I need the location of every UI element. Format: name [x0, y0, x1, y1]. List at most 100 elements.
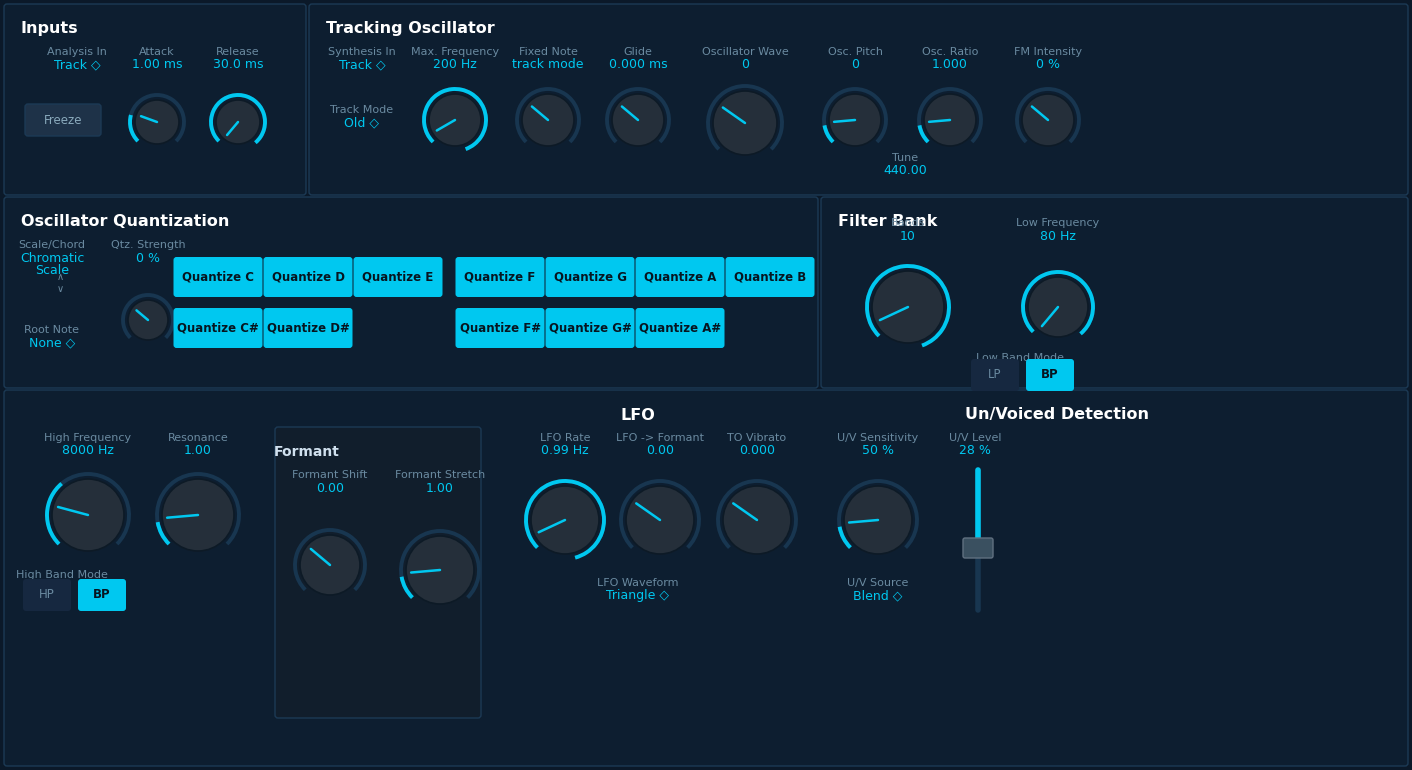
Circle shape	[1022, 94, 1075, 146]
Text: 0: 0	[851, 59, 858, 72]
Text: Triangle ◇: Triangle ◇	[607, 590, 669, 602]
Text: 1.00 ms: 1.00 ms	[131, 59, 182, 72]
Text: LFO Rate: LFO Rate	[539, 433, 590, 443]
Circle shape	[522, 94, 575, 146]
Text: Track Mode: Track Mode	[330, 105, 394, 115]
Text: ∧
∨: ∧ ∨	[56, 273, 64, 294]
FancyBboxPatch shape	[726, 257, 815, 297]
Text: Track ◇: Track ◇	[54, 59, 100, 72]
Text: 1.000: 1.000	[932, 59, 969, 72]
Circle shape	[136, 100, 179, 144]
Text: Quantize C#: Quantize C#	[176, 322, 258, 334]
FancyBboxPatch shape	[820, 197, 1408, 388]
Text: Quantize A#: Quantize A#	[640, 322, 722, 334]
Text: High Frequency: High Frequency	[44, 433, 131, 443]
Text: 80 Hz: 80 Hz	[1041, 229, 1076, 243]
Text: Filter Bank: Filter Bank	[837, 215, 938, 229]
Text: track mode: track mode	[513, 59, 583, 72]
Text: Freeze: Freeze	[44, 113, 82, 126]
Text: Quantize E: Quantize E	[363, 270, 433, 283]
Text: Formant Shift: Formant Shift	[292, 470, 367, 480]
Text: Formant: Formant	[274, 445, 340, 459]
Text: HP: HP	[40, 588, 55, 601]
Text: Scale: Scale	[35, 265, 69, 277]
Text: Quantize D: Quantize D	[271, 270, 345, 283]
Circle shape	[531, 486, 599, 554]
Text: U/V Source: U/V Source	[847, 578, 909, 588]
Text: Attack: Attack	[140, 47, 175, 57]
Circle shape	[216, 100, 260, 144]
Text: Chromatic: Chromatic	[20, 252, 85, 265]
FancyBboxPatch shape	[4, 4, 306, 195]
Text: U/V Sensitivity: U/V Sensitivity	[837, 433, 919, 443]
Text: Tracking Oscillator: Tracking Oscillator	[326, 22, 494, 36]
Text: Quantize D#: Quantize D#	[267, 322, 349, 334]
Text: Formant Stretch: Formant Stretch	[395, 470, 486, 480]
Text: Un/Voiced Detection: Un/Voiced Detection	[964, 407, 1149, 423]
FancyBboxPatch shape	[264, 257, 353, 297]
Text: Old ◇: Old ◇	[345, 116, 380, 129]
Text: Glide: Glide	[624, 47, 652, 57]
Circle shape	[1028, 277, 1089, 337]
FancyBboxPatch shape	[545, 308, 634, 348]
FancyBboxPatch shape	[23, 579, 71, 611]
Text: 200 Hz: 200 Hz	[433, 59, 477, 72]
Text: Scale/Chord: Scale/Chord	[18, 240, 86, 250]
Text: LP: LP	[988, 369, 1001, 381]
Text: U/V Level: U/V Level	[949, 433, 1001, 443]
Text: Oscillator Wave: Oscillator Wave	[702, 47, 788, 57]
FancyBboxPatch shape	[456, 257, 545, 297]
Circle shape	[407, 536, 474, 604]
Text: 0.00: 0.00	[647, 444, 674, 457]
Text: Release: Release	[216, 47, 260, 57]
Text: Osc. Pitch: Osc. Pitch	[827, 47, 882, 57]
FancyBboxPatch shape	[174, 308, 263, 348]
Circle shape	[844, 486, 912, 554]
FancyBboxPatch shape	[4, 197, 818, 388]
Text: Low Frequency: Low Frequency	[1017, 218, 1100, 228]
Text: Analysis In: Analysis In	[47, 47, 107, 57]
Circle shape	[723, 486, 791, 554]
Text: 1.00: 1.00	[426, 481, 453, 494]
FancyBboxPatch shape	[635, 308, 724, 348]
Text: BP: BP	[1041, 369, 1059, 381]
Text: Resonance: Resonance	[168, 433, 229, 443]
FancyBboxPatch shape	[456, 308, 545, 348]
Circle shape	[128, 300, 168, 340]
Circle shape	[299, 535, 360, 595]
Text: Synthesis In: Synthesis In	[328, 47, 395, 57]
Text: 30.0 ms: 30.0 ms	[213, 59, 263, 72]
Text: Bands: Bands	[891, 218, 925, 228]
Text: BP: BP	[93, 588, 110, 601]
FancyBboxPatch shape	[635, 257, 724, 297]
Text: Quantize F: Quantize F	[465, 270, 535, 283]
Circle shape	[429, 94, 481, 146]
Text: LFO: LFO	[621, 407, 655, 423]
Text: High Band Mode: High Band Mode	[16, 570, 107, 580]
Circle shape	[829, 94, 881, 146]
Text: LFO -> Formant: LFO -> Formant	[616, 433, 705, 443]
Text: Oscillator Quantization: Oscillator Quantization	[21, 215, 229, 229]
Text: 50 %: 50 %	[861, 444, 894, 457]
FancyBboxPatch shape	[309, 4, 1408, 195]
Circle shape	[52, 479, 124, 551]
FancyBboxPatch shape	[353, 257, 442, 297]
Text: Low Band Mode: Low Band Mode	[976, 353, 1065, 363]
FancyBboxPatch shape	[4, 390, 1408, 766]
Text: 0 %: 0 %	[1036, 59, 1060, 72]
FancyBboxPatch shape	[545, 257, 634, 297]
Text: Blend ◇: Blend ◇	[853, 590, 902, 602]
Text: Qtz. Strength: Qtz. Strength	[110, 240, 185, 250]
Text: Quantize C: Quantize C	[182, 270, 254, 283]
Circle shape	[873, 271, 945, 343]
Text: Root Note: Root Note	[24, 325, 79, 335]
Circle shape	[923, 94, 976, 146]
Text: Quantize B: Quantize B	[734, 270, 806, 283]
FancyBboxPatch shape	[275, 427, 481, 718]
Circle shape	[626, 486, 695, 554]
Text: 28 %: 28 %	[959, 444, 991, 457]
FancyBboxPatch shape	[174, 257, 263, 297]
Text: Inputs: Inputs	[21, 22, 79, 36]
Text: Quantize A: Quantize A	[644, 270, 716, 283]
Text: 440.00: 440.00	[882, 165, 926, 178]
